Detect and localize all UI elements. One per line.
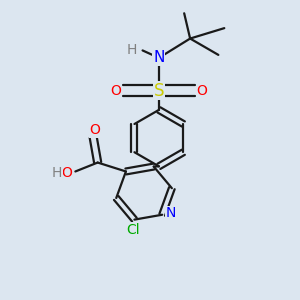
Text: H: H [127, 44, 137, 57]
Text: S: S [154, 82, 164, 100]
Text: O: O [61, 166, 72, 180]
Text: O: O [89, 123, 100, 137]
Text: H: H [52, 166, 62, 180]
Text: N: N [153, 50, 165, 65]
Text: Cl: Cl [126, 223, 140, 237]
Text: O: O [196, 84, 208, 98]
Text: N: N [166, 206, 176, 220]
Text: O: O [110, 84, 121, 98]
